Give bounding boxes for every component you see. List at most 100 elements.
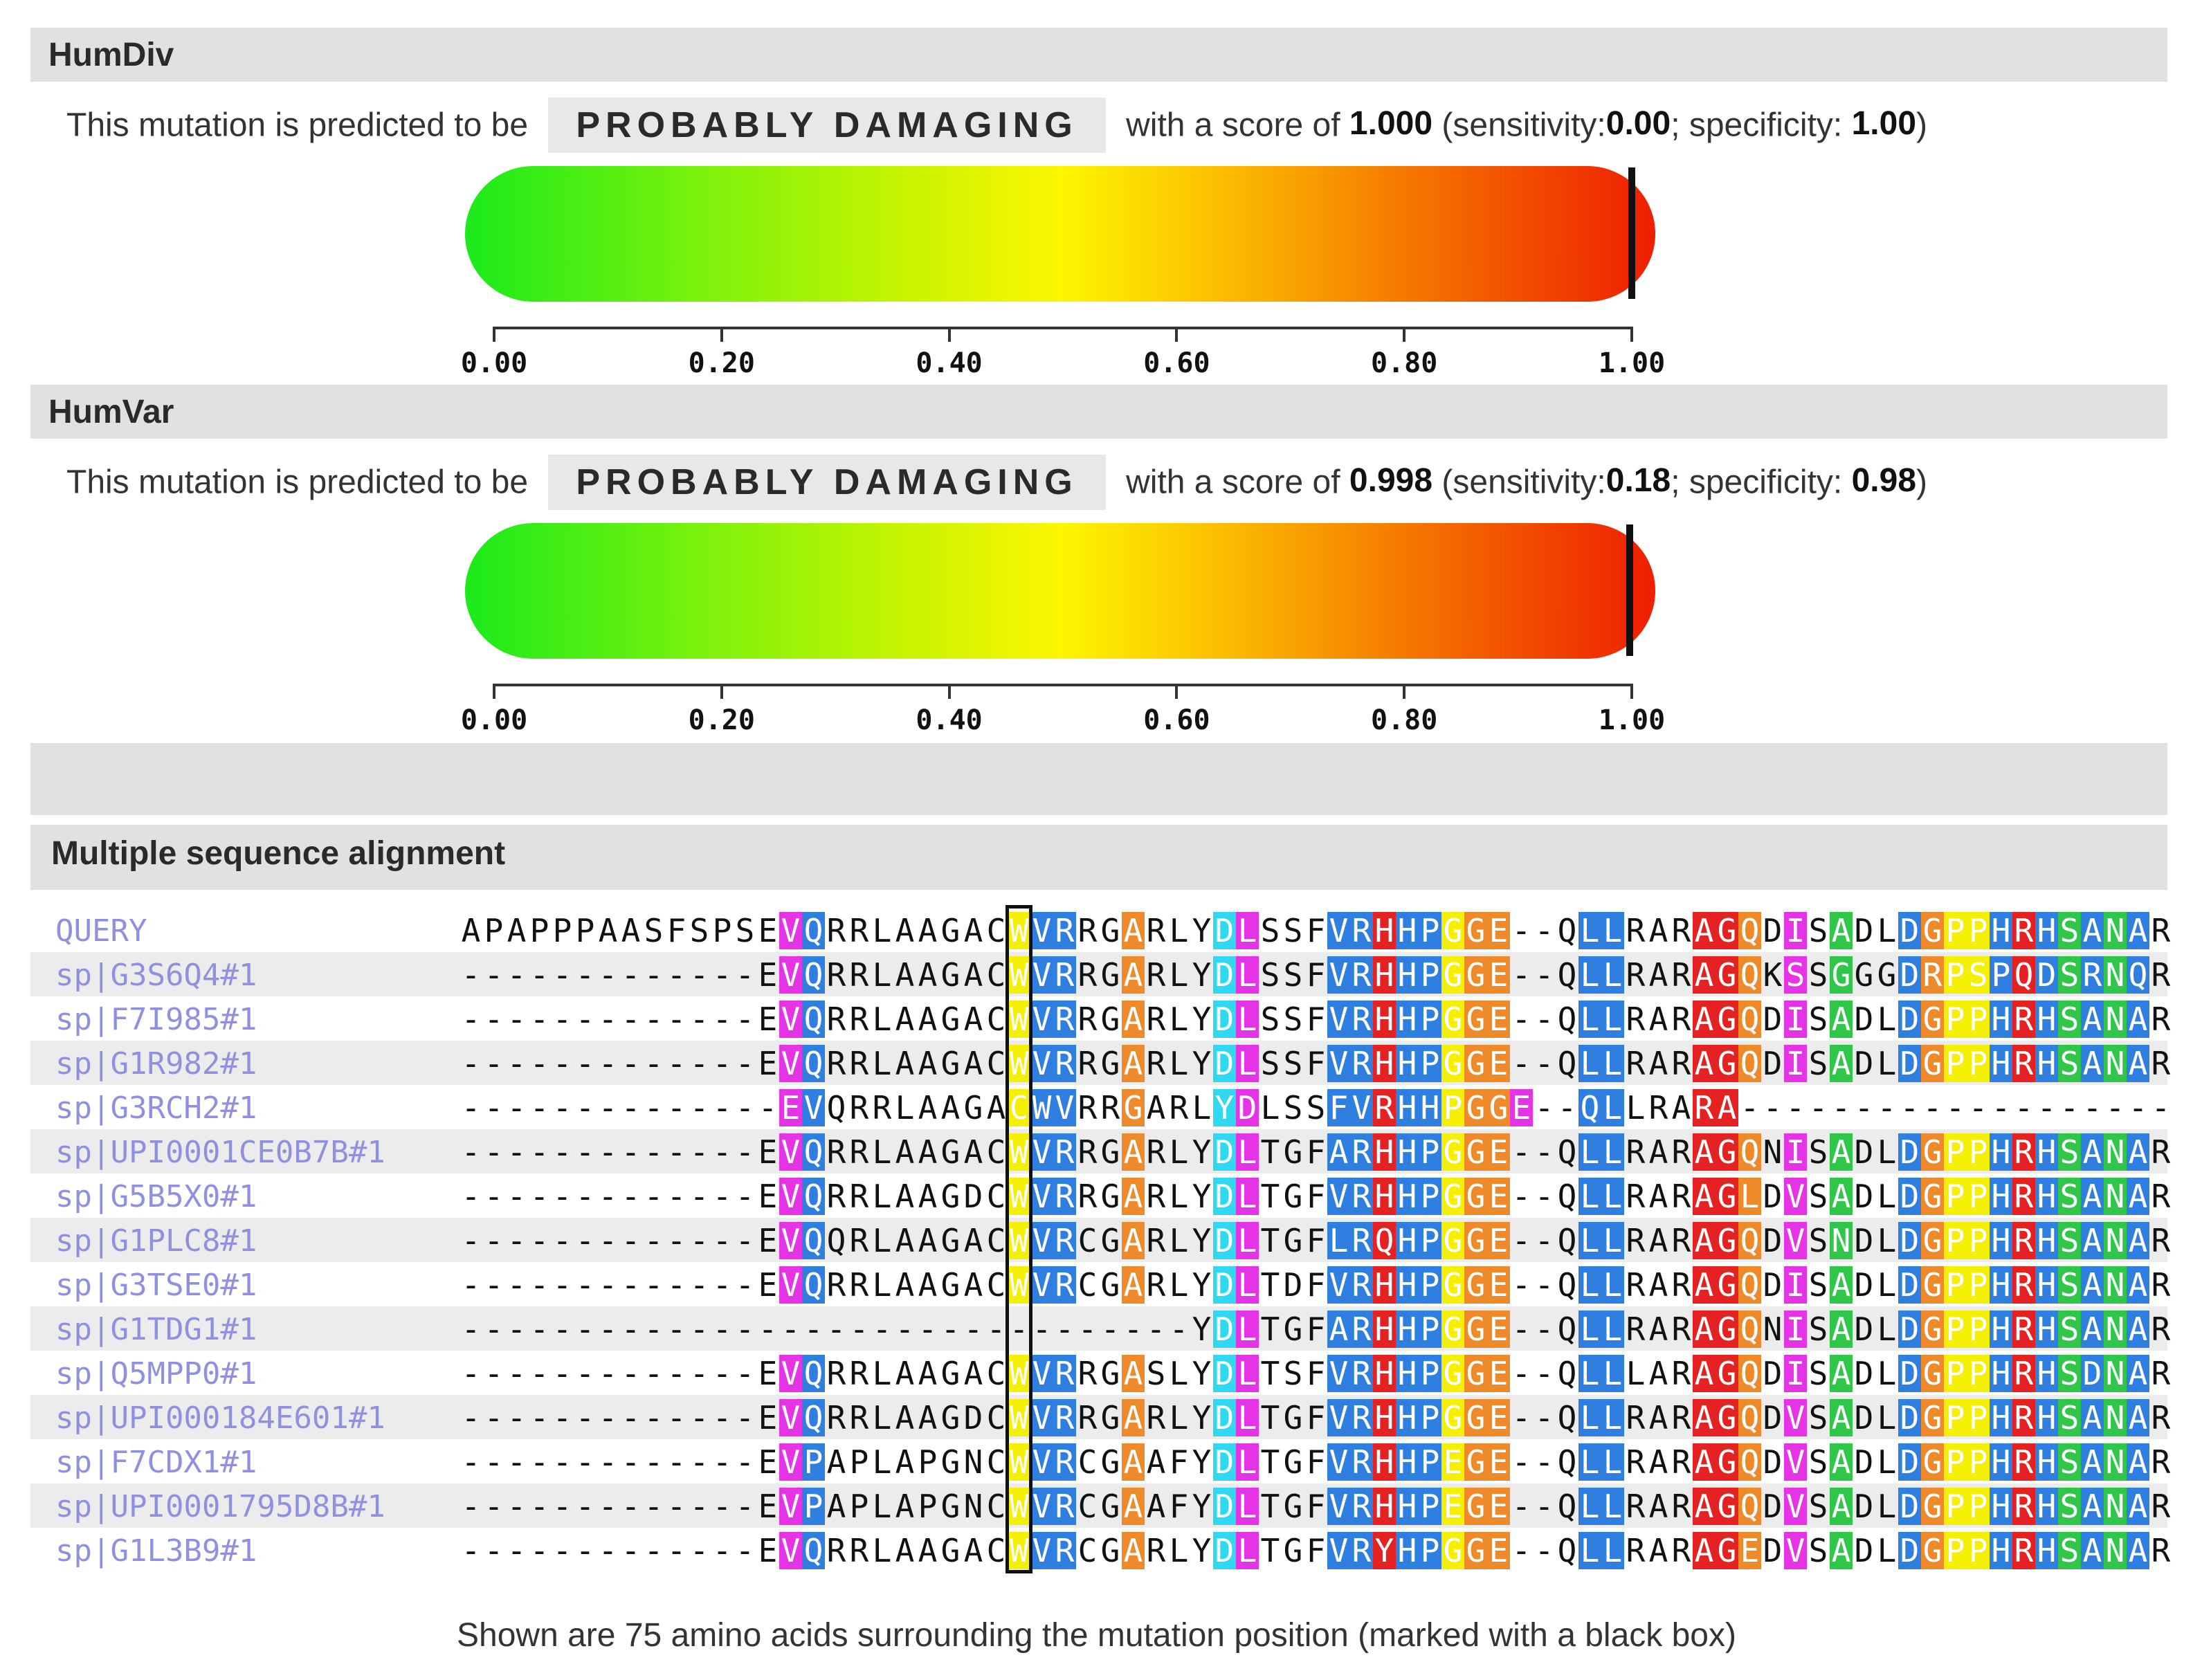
msa-residue: - — [621, 1355, 641, 1392]
msa-residue: - — [461, 1399, 481, 1436]
msa-residue: - — [1763, 1089, 1783, 1126]
msa-residue: H — [1990, 1133, 2012, 1171]
msa-residue: - — [689, 1178, 709, 1215]
msa-residue: H — [2035, 1045, 2058, 1082]
msa-sequence-name[interactable]: sp|F7I985#1 — [55, 1002, 257, 1037]
msa-residue: H — [1396, 1488, 1419, 1525]
msa-residue: G — [1464, 1355, 1487, 1392]
msa-residue: A — [1648, 1355, 1668, 1392]
msa-residue: - — [712, 1089, 732, 1126]
msa-residue: L — [1236, 1532, 1259, 1569]
msa-residue: L — [1236, 1399, 1259, 1436]
msa-sequence-name[interactable]: sp|G3RCH2#1 — [55, 1090, 257, 1126]
msa-residue: R — [1053, 1532, 1076, 1569]
msa-residue: F — [1306, 1311, 1326, 1348]
msa-residue: P — [1419, 1311, 1441, 1348]
humvar-score-prefix: with a score of — [1126, 464, 1340, 501]
msa-residue: R — [1350, 1178, 1373, 1215]
msa-residue: R — [1053, 1443, 1076, 1481]
msa-residue: - — [1534, 1001, 1554, 1038]
msa-sequence-name[interactable]: sp|G3S6Q4#1 — [55, 958, 257, 993]
msa-sequence-name[interactable]: sp|G1L3B9#1 — [55, 1533, 257, 1569]
msa-residue: S — [1260, 1045, 1280, 1082]
msa-sequence-name[interactable]: sp|UPI0001CE0B7B#1 — [55, 1135, 385, 1170]
msa-residue: A — [1648, 912, 1668, 949]
msa-sequence-name[interactable]: sp|G1TDG1#1 — [55, 1312, 257, 1347]
msa-residue: P — [1944, 1532, 1967, 1569]
msa-residue: I — [1784, 1133, 1807, 1171]
msa-residue: D — [1763, 912, 1783, 949]
msa-residue: A — [2127, 1001, 2149, 1038]
msa-sequence-name[interactable]: sp|G3TSE0#1 — [55, 1268, 257, 1303]
msa-residue: R — [849, 1222, 869, 1259]
msa-residue: R — [1350, 956, 1373, 994]
msa-residue: - — [552, 1266, 572, 1304]
msa-residue: D — [1898, 1311, 1921, 1348]
msa-residue: L — [1601, 1355, 1624, 1392]
msa-sequence-name[interactable]: sp|G1PLC8#1 — [55, 1223, 257, 1259]
msa-residue: - — [484, 1311, 504, 1348]
msa-residue: L — [872, 1001, 892, 1038]
msa-residue: - — [2082, 1089, 2102, 1126]
msa-residue: H — [1990, 912, 2012, 949]
msa-residue: - — [1123, 1311, 1143, 1348]
msa-sequence-name[interactable]: sp|G5B5X0#1 — [55, 1179, 257, 1214]
msa-residue: G — [1921, 1355, 1944, 1392]
msa-sequence-name[interactable]: sp|Q5MPP0#1 — [55, 1356, 257, 1391]
msa-residue: - — [644, 1089, 664, 1126]
msa-residue: G — [1716, 1488, 1738, 1525]
msa-residue: C — [986, 1266, 1006, 1304]
msa-sequence-name[interactable]: sp|UPI000184E601#1 — [55, 1400, 385, 1436]
msa-residue: - — [712, 1311, 732, 1348]
msa-sequence-name[interactable]: QUERY — [55, 913, 147, 949]
msa-residue: R — [1350, 1222, 1373, 1259]
humvar-header: HumVar — [30, 385, 2167, 439]
msa-residue: K — [1763, 956, 1783, 994]
msa-residue: G — [1716, 1001, 1738, 1038]
msa-residue: - — [507, 1532, 527, 1569]
humdiv-gauge-tick — [720, 327, 723, 342]
msa-residue: D — [1854, 1311, 1874, 1348]
msa-residue: G — [1100, 1266, 1120, 1304]
msa-residue: - — [484, 1532, 504, 1569]
msa-residue: A — [1146, 1488, 1166, 1525]
msa-sequence-name[interactable]: sp|F7CDX1#1 — [55, 1445, 257, 1480]
msa-residue: Q — [1738, 1133, 1761, 1171]
msa-residue: - — [621, 1488, 641, 1525]
msa-residue: - — [666, 1399, 686, 1436]
msa-residue: R — [849, 1001, 869, 1038]
msa-residue: G — [940, 1532, 961, 1569]
msa-sequence-name[interactable]: sp|UPI0001795D8B#1 — [55, 1489, 385, 1524]
msa-residue: - — [529, 1311, 549, 1348]
msa-residue: A — [2081, 1045, 2104, 1082]
msa-residue: S — [1283, 1089, 1303, 1126]
msa-sequence-name[interactable]: sp|G1R982#1 — [55, 1046, 257, 1081]
msa-residue: G — [1100, 1355, 1120, 1392]
msa-residue: - — [552, 1001, 572, 1038]
msa-residue: A — [2081, 1266, 2104, 1304]
msa-residue: E — [758, 1045, 778, 1082]
msa-residue: V — [779, 1532, 802, 1569]
msa-residue: - — [575, 1488, 595, 1525]
msa-residue: R — [1350, 1045, 1373, 1082]
msa-residue: E — [1441, 1488, 1464, 1525]
msa-residue: R — [1693, 1089, 1716, 1126]
msa-residue: - — [1169, 1311, 1189, 1348]
msa-residue: D — [1763, 1399, 1783, 1436]
msa-residue: D — [1898, 912, 1921, 949]
msa-residue: - — [1055, 1311, 1075, 1348]
msa-residue: G — [940, 1222, 961, 1259]
msa-residue: T — [1260, 1311, 1280, 1348]
msa-residue: R — [826, 1532, 846, 1569]
msa-residue: A — [1830, 1311, 1853, 1348]
msa-residue: - — [598, 1045, 618, 1082]
msa-residue: C — [1077, 1222, 1098, 1259]
msa-residue: - — [689, 1266, 709, 1304]
msa-residue: - — [2037, 1089, 2057, 1126]
msa-residue: S — [1808, 1311, 1828, 1348]
msa-residue: R — [2012, 1266, 2035, 1304]
mutation-position-box — [1005, 905, 1032, 1573]
